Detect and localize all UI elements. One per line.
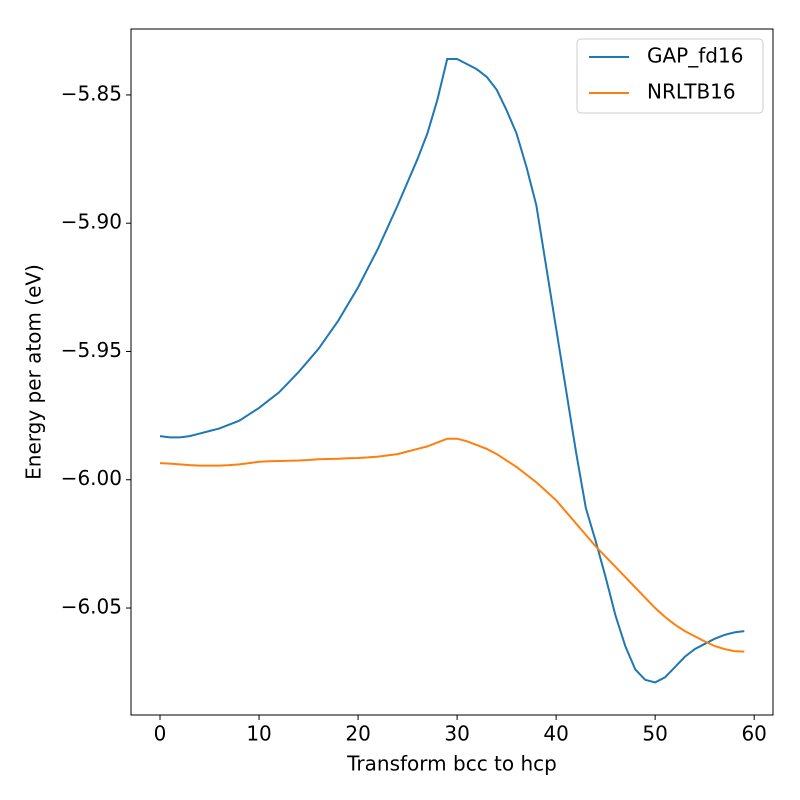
- data-line: [159, 58, 745, 684]
- x-tick-label: 20: [345, 722, 370, 746]
- plot-frame: [130, 28, 774, 716]
- y-tick-label: −5.85: [61, 81, 122, 105]
- y-tick-label: −5.95: [61, 338, 122, 362]
- legend-label: GAP_fd16: [647, 44, 743, 68]
- x-tick-label: 30: [444, 722, 469, 746]
- x-tick-label: 50: [642, 722, 667, 746]
- data-line: [159, 437, 745, 653]
- x-tick-label: 0: [154, 722, 167, 746]
- x-tick-label: 60: [741, 722, 766, 746]
- legend-label: NRLTB16: [647, 80, 736, 104]
- y-tick-label: −6.00: [61, 466, 122, 490]
- legend: GAP_fd16 NRLTB16: [576, 38, 764, 114]
- y-tick-label: −6.05: [61, 595, 122, 619]
- y-tick-label: −5.90: [61, 210, 122, 234]
- x-tick-label: 40: [543, 722, 568, 746]
- x-axis-label: Transform bcc to hcp: [346, 752, 557, 776]
- y-axis-label: Energy per atom (eV): [22, 264, 46, 480]
- x-tick-label: 10: [246, 722, 271, 746]
